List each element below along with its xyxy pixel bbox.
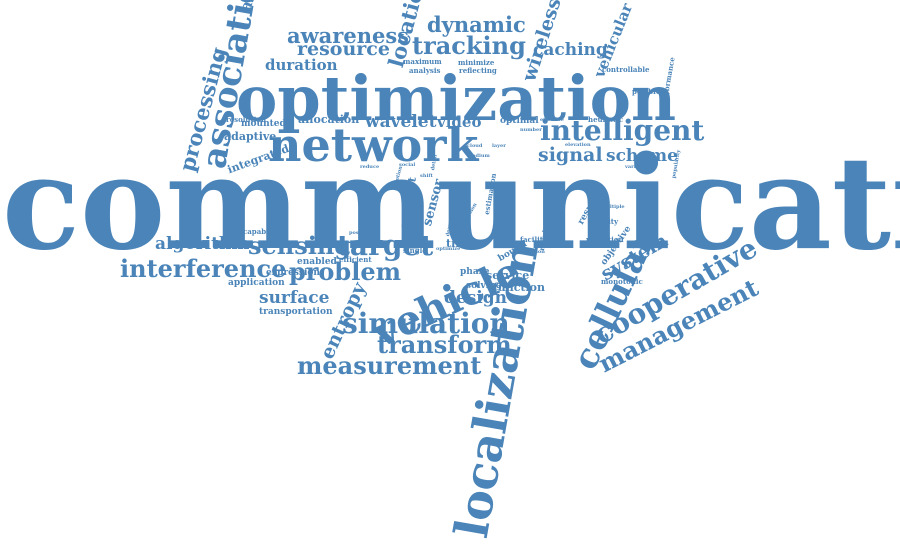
word-transportation: transportation bbox=[259, 307, 333, 317]
word-monotonic: monotonic bbox=[601, 277, 643, 286]
word-expression: expression bbox=[266, 268, 320, 278]
word-time: time bbox=[446, 237, 474, 250]
word-awareness: awareness bbox=[287, 23, 409, 48]
word-function: function bbox=[493, 281, 546, 294]
word-service: service bbox=[486, 269, 530, 282]
word-communication: communication bbox=[2, 129, 900, 279]
word-effective: effective bbox=[540, 117, 564, 123]
word-design: design bbox=[444, 288, 507, 308]
word-simulation: simulation bbox=[342, 307, 510, 340]
word-velocity: velocity bbox=[588, 217, 619, 226]
word-intelligent: intelligent bbox=[540, 114, 705, 147]
word-reflecting: reflecting bbox=[459, 66, 497, 75]
word-action: action bbox=[403, 235, 421, 241]
word-allocation: allocation bbox=[298, 113, 360, 126]
word-position: position bbox=[349, 230, 372, 236]
word-duration: duration bbox=[265, 56, 338, 74]
word-measurement: measurement bbox=[297, 351, 482, 380]
word-tracking: tracking bbox=[412, 31, 526, 60]
word-sensing: sensing bbox=[248, 231, 352, 260]
word-layer: layer bbox=[492, 143, 506, 149]
word-solution: solution bbox=[522, 249, 545, 255]
word-mounted: mounted bbox=[241, 119, 286, 129]
word-network: network bbox=[268, 118, 479, 172]
word-wavelet: wavelet bbox=[365, 112, 437, 132]
word-cloud: cloud bbox=[467, 143, 483, 149]
word-shift: shift bbox=[420, 173, 433, 179]
word-algorithm: algorithm bbox=[155, 234, 250, 254]
word-reflection: reflection bbox=[586, 235, 624, 244]
word-single: single bbox=[403, 246, 427, 255]
word-reduce: reduce bbox=[360, 164, 380, 170]
word-scheme: scheme bbox=[606, 146, 678, 166]
word-application: application bbox=[228, 278, 285, 288]
word-social: social bbox=[399, 162, 416, 168]
word-transform: transform bbox=[377, 330, 512, 359]
word-resource: resource bbox=[297, 38, 390, 60]
word-phase: phase bbox=[460, 267, 490, 277]
word-adaptive: adaptive bbox=[224, 130, 277, 143]
word-surface: surface bbox=[259, 288, 330, 308]
word-capabilities: capabilities bbox=[243, 227, 289, 236]
word-minimize: minimize bbox=[458, 58, 495, 67]
word-heuristic: heuristic bbox=[588, 115, 624, 124]
word-multiple: multiple bbox=[601, 204, 625, 210]
word-interference: interference bbox=[120, 254, 287, 283]
word-dynamic: dynamic bbox=[427, 12, 526, 37]
word-polyblock: polyblock bbox=[632, 87, 670, 96]
word-maximum: maximum bbox=[403, 57, 442, 66]
word-controllable: controllable bbox=[602, 65, 650, 74]
word-optimal: optimal bbox=[500, 116, 539, 126]
word-optimize: optimize bbox=[436, 246, 461, 252]
word-enabled: enabled bbox=[297, 257, 337, 267]
word-target: target bbox=[337, 229, 434, 262]
word-problem: problem bbox=[289, 257, 401, 286]
word-variable: variable bbox=[625, 164, 648, 170]
word-optimization: optimization bbox=[236, 62, 677, 135]
word-efficient: efficient bbox=[339, 255, 372, 264]
word-facilitate: facilitate bbox=[520, 235, 556, 244]
word-caching: caching bbox=[533, 40, 608, 60]
word-elevation: elevation bbox=[565, 142, 591, 148]
word-number: number bbox=[520, 127, 542, 133]
word-signal: signal bbox=[538, 144, 603, 166]
word-medium: medium bbox=[467, 153, 490, 159]
word-video: video bbox=[437, 113, 482, 131]
word-solving: solving bbox=[466, 281, 502, 291]
word-analysis: analysis bbox=[409, 66, 441, 75]
word-resolution: resolution bbox=[226, 115, 267, 124]
